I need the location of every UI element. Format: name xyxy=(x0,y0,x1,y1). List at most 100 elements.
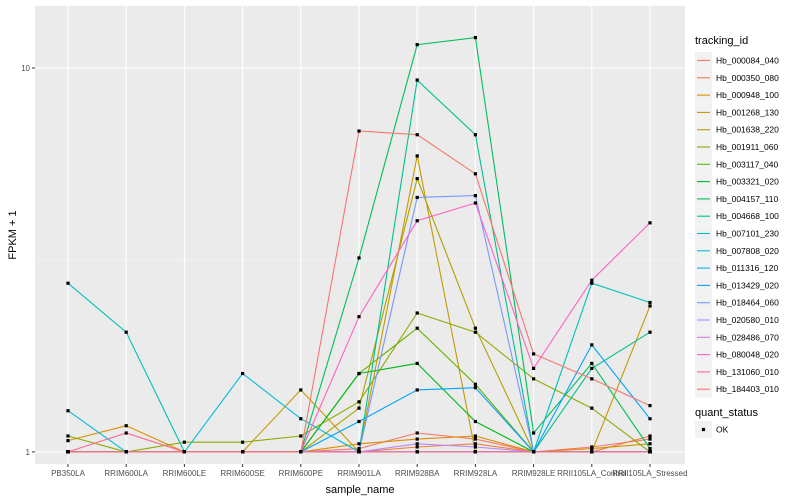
data-point xyxy=(473,326,477,330)
data-point xyxy=(357,419,361,424)
legend-label: Hb_011316_120 xyxy=(716,263,779,273)
legend-label: Hb_007808_020 xyxy=(716,246,779,256)
data-point xyxy=(415,219,419,223)
data-point xyxy=(241,450,245,454)
data-point xyxy=(473,194,477,198)
legend2-title: quant_status xyxy=(695,407,758,419)
legend-label: Hb_003321_020 xyxy=(716,177,779,187)
x-tick-label: RRIM600PE xyxy=(279,469,323,478)
x-tick-label: RRIM928LA xyxy=(454,469,498,478)
data-point xyxy=(473,442,477,446)
data-point xyxy=(590,343,594,347)
legend-tracking-id: tracking_id Hb_000084_040 Hb_000350_080 Hb… xyxy=(695,35,779,398)
data-point xyxy=(590,406,594,410)
data-point xyxy=(473,445,477,449)
data-point xyxy=(357,400,361,404)
legend-label: Hb_131060_010 xyxy=(716,367,779,377)
data-points xyxy=(66,35,652,454)
data-point xyxy=(648,221,652,225)
data-point xyxy=(299,388,303,392)
data-point xyxy=(415,311,419,315)
data-point xyxy=(648,300,652,305)
data-point xyxy=(124,431,128,435)
x-tick-label: RRIM600LA xyxy=(104,469,148,478)
data-point xyxy=(532,377,536,381)
x-axis-title: sample_name xyxy=(325,484,394,496)
data-point xyxy=(648,446,652,451)
data-point xyxy=(590,361,594,366)
data-point xyxy=(415,450,419,454)
data-point xyxy=(415,78,419,82)
data-point xyxy=(124,330,128,334)
x-tick-label: RRIM600SE xyxy=(220,469,264,478)
x-tick-label: RRIM928BA xyxy=(395,469,440,478)
data-point xyxy=(415,326,419,330)
plot-panel xyxy=(35,6,685,464)
x-tick-label: PB350LA xyxy=(51,469,85,478)
data-point xyxy=(473,437,477,441)
x-tick-label: RRII105LA_Stressed xyxy=(612,469,687,478)
data-point xyxy=(124,424,128,428)
x-tick-label: RRIM901LA xyxy=(337,469,381,478)
data-point xyxy=(182,440,186,444)
data-point xyxy=(182,450,186,454)
legend-label: Hb_080048_020 xyxy=(716,350,779,360)
y-axis-title: FPKM + 1 xyxy=(7,210,19,259)
data-point xyxy=(532,352,536,356)
data-point xyxy=(473,450,477,454)
data-point xyxy=(357,371,361,376)
data-point xyxy=(357,406,361,410)
data-point xyxy=(415,442,419,446)
legend2-key-point xyxy=(701,427,706,432)
data-point xyxy=(66,434,70,438)
data-point xyxy=(415,195,419,200)
legend-label: Hb_000084_040 xyxy=(716,56,779,66)
x-tick-label: RRIM600LE xyxy=(163,469,207,478)
data-point xyxy=(241,371,245,376)
data-point xyxy=(415,43,419,47)
data-point xyxy=(357,442,361,446)
data-point xyxy=(473,330,477,334)
legend-title: tracking_id xyxy=(695,35,748,47)
data-point xyxy=(357,315,361,319)
legend-label: Hb_020580_010 xyxy=(716,315,779,325)
data-point xyxy=(590,377,594,381)
data-point xyxy=(590,446,594,451)
data-point xyxy=(648,434,652,438)
data-point xyxy=(648,304,652,308)
data-point xyxy=(415,133,419,137)
legend-label: Hb_004668_100 xyxy=(716,211,779,221)
data-point xyxy=(124,450,128,454)
y-tick-label: 1 xyxy=(26,448,31,457)
data-point xyxy=(66,409,70,413)
data-point xyxy=(66,281,70,285)
data-point xyxy=(590,445,594,449)
data-point xyxy=(66,450,70,454)
data-point xyxy=(648,450,652,454)
data-point xyxy=(473,133,477,137)
legend-label: Hb_000350_080 xyxy=(716,73,779,83)
data-point xyxy=(473,35,477,40)
legend-label: Hb_001911_060 xyxy=(716,142,779,152)
data-point xyxy=(415,437,419,441)
legend-label: Hb_028486_070 xyxy=(716,332,779,342)
legend-label: Hb_018464_060 xyxy=(716,298,779,308)
data-point xyxy=(473,419,477,424)
data-point xyxy=(590,366,594,370)
data-point xyxy=(66,439,70,443)
data-point xyxy=(299,450,303,454)
y-axis: 1 10 xyxy=(21,64,35,457)
data-point xyxy=(299,434,303,438)
legend-label: Hb_013429_020 xyxy=(716,280,779,290)
data-point xyxy=(473,201,477,205)
data-point xyxy=(357,129,361,133)
data-point xyxy=(415,431,419,435)
data-point xyxy=(532,431,536,435)
legend-label: Hb_007101_230 xyxy=(716,229,779,239)
data-point xyxy=(415,445,419,449)
legend-label: Hb_184403_010 xyxy=(716,384,779,394)
data-point xyxy=(473,172,477,176)
data-point xyxy=(299,417,303,421)
x-tick-label: RRII105LA_Control xyxy=(557,469,627,478)
data-point xyxy=(648,330,652,334)
